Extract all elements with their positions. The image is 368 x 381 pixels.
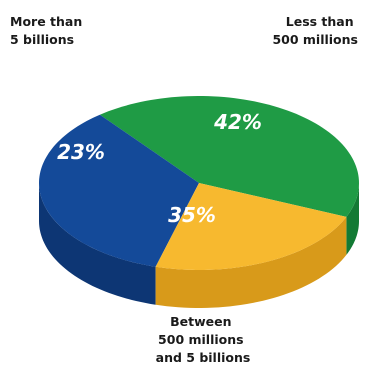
slice-value-label-more-than-5-billions: 23% <box>57 140 105 164</box>
category-label-more-than-5-billions: More than 5 billions <box>10 14 87 47</box>
category-label-line: 500 millions <box>272 32 358 47</box>
category-label-line: 5 billions <box>10 32 74 47</box>
category-label-less-than-500-millions: Less than 500 millions <box>272 14 358 47</box>
slice-more-than-5-billions <box>155 183 347 270</box>
slice-value-label-less-than-500-millions: 42% <box>213 110 262 134</box>
slice-side-less-than-500-millions <box>346 183 359 255</box>
slice-between-500-millions-and-5-billions <box>39 114 199 267</box>
category-label-line: More than <box>10 14 82 29</box>
pie-top-group <box>39 96 359 270</box>
slice-less-than-500-millions <box>99 96 359 217</box>
slice-side-more-than-5-billions <box>155 216 347 308</box>
category-label-line: Between <box>170 314 231 329</box>
category-label-line: 500 millions <box>158 332 244 347</box>
category-label-between-500-millions-and-5-billions: Between 500 millions and 5 billions <box>156 314 251 365</box>
pie-side-group <box>39 183 359 308</box>
slice-value-label-between-500-millions-and-5-billions: 35% <box>168 203 216 227</box>
category-label-line: and 5 billions <box>156 350 251 365</box>
slice-side-between-500-millions-and-5-billions <box>39 183 156 305</box>
category-label-line: Less than <box>286 14 354 29</box>
